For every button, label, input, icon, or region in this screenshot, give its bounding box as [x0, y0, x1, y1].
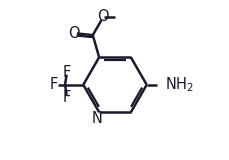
Text: O: O [67, 26, 79, 41]
Text: O: O [96, 9, 108, 24]
Text: F: F [62, 90, 71, 105]
Text: F: F [62, 65, 71, 80]
Text: N: N [91, 111, 102, 126]
Text: NH$_2$: NH$_2$ [164, 75, 193, 94]
Text: F: F [50, 77, 58, 92]
